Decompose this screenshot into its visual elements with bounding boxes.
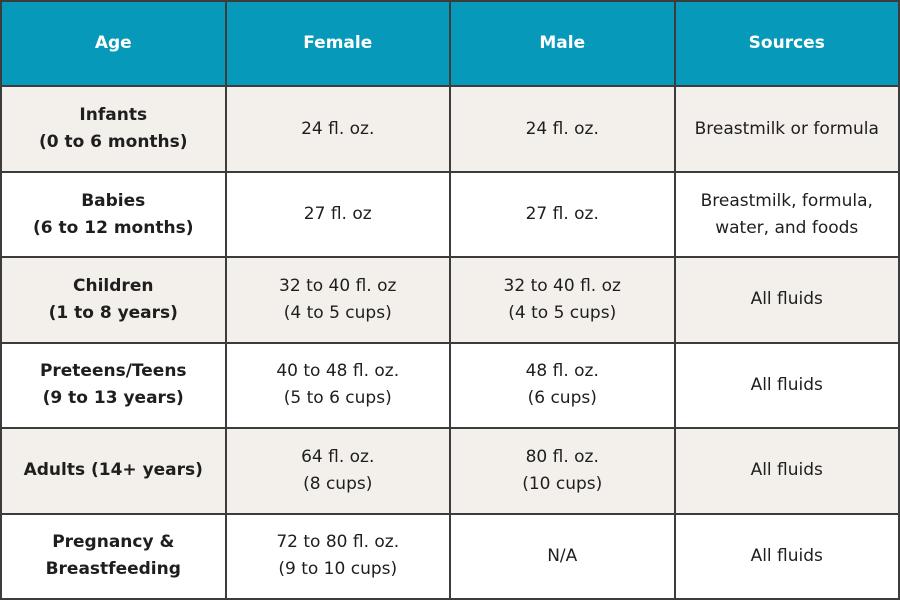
table-cell: 32 to 40 fl. oz (4 to 5 cups) [451, 258, 674, 342]
table-cell: All fluids [675, 258, 898, 342]
header-cell: Age [2, 2, 225, 86]
cell-text: (4 to 5 cups) [508, 302, 617, 323]
cell-text: (8 cups) [303, 473, 373, 494]
table-cell: Breastmilk or formula [675, 87, 898, 171]
cell-text: (9 to 10 cups) [278, 559, 398, 580]
table-cell: 80 fl. oz. (10 cups) [451, 429, 674, 513]
table-cell: 24 fl. oz. [226, 87, 449, 171]
table-cell: All fluids [675, 429, 898, 513]
cell-text: Adults (14+ years) [23, 460, 203, 481]
table-cell: 27 fl. oz. [451, 172, 674, 257]
cell-text: Pregnancy & [52, 532, 175, 553]
header-cell: Female [226, 2, 449, 86]
table-cell: Children (1 to 8 years) [2, 258, 225, 342]
table-cell: Pregnancy & Breastfeeding [2, 514, 225, 598]
cell-text: All fluids [750, 545, 823, 566]
header-text: Sources [748, 33, 825, 54]
cell-text: (1 to 8 years) [48, 302, 178, 323]
cell-text: 24 fl. oz. [525, 118, 599, 139]
header-text: Male [539, 33, 586, 54]
table-cell: 40 to 48 fl. oz. (5 to 6 cups) [226, 343, 449, 428]
table-cell: 48 fl. oz. (6 cups) [451, 343, 674, 428]
table-cell: All fluids [675, 514, 898, 598]
cell-text: 80 fl. oz. [525, 446, 599, 467]
cell-text: (0 to 6 months) [38, 132, 188, 153]
cell-text: 27 fl. oz. [525, 204, 599, 225]
cell-text: 24 fl. oz. [301, 118, 375, 139]
cell-text: 27 fl. oz [303, 204, 372, 225]
cell-text: Children [73, 275, 154, 296]
cell-text: (5 to 6 cups) [283, 388, 392, 409]
table-cell: 24 fl. oz. [451, 87, 674, 171]
cell-text: Breastmilk, formula, [700, 190, 873, 211]
table-cell: N/A [451, 514, 674, 598]
cell-text: 72 to 80 fl. oz. [276, 532, 400, 553]
cell-text: water, and foods [715, 217, 859, 238]
cell-text: Breastfeeding [45, 559, 181, 580]
cell-text: (10 cups) [522, 473, 603, 494]
header-cell: Sources [675, 2, 898, 86]
table-cell: Babies (6 to 12 months) [2, 172, 225, 257]
cell-text: N/A [547, 545, 578, 566]
header-text: Age [94, 33, 132, 54]
table-cell: 72 to 80 fl. oz. (9 to 10 cups) [226, 514, 449, 598]
table-cell: Breastmilk, formula, water, and foods [675, 172, 898, 257]
table-cell: Preteens/Teens (9 to 13 years) [2, 343, 225, 428]
cell-text: Babies [81, 190, 146, 211]
cell-text: All fluids [750, 374, 823, 395]
table-cell: Adults (14+ years) [2, 429, 225, 513]
cell-text: 40 to 48 fl. oz. [276, 361, 400, 382]
table-cell: All fluids [675, 343, 898, 428]
cell-text: 48 fl. oz. [525, 361, 599, 382]
table-cell: Infants (0 to 6 months) [2, 87, 225, 171]
cell-text: All fluids [750, 289, 823, 310]
cell-text: Infants [79, 105, 148, 126]
cell-text: (6 to 12 months) [33, 217, 194, 238]
cell-text: (9 to 13 years) [42, 388, 184, 409]
table-cell: 27 fl. oz [226, 172, 449, 257]
table-cell: 64 fl. oz. (8 cups) [226, 429, 449, 513]
cell-text: 64 fl. oz. [301, 446, 375, 467]
cell-text: (4 to 5 cups) [283, 302, 392, 323]
cell-text: Preteens/Teens [39, 361, 187, 382]
cell-text: All fluids [750, 460, 823, 481]
header-cell: Male [451, 2, 674, 86]
cell-text: Breastmilk or formula [694, 118, 879, 139]
table-cell: 32 to 40 fl. oz (4 to 5 cups) [226, 258, 449, 342]
cell-text: (6 cups) [527, 388, 597, 409]
header-text: Female [303, 33, 373, 54]
cell-text: 32 to 40 fl. oz [279, 275, 397, 296]
cell-text: 32 to 40 fl. oz [503, 275, 621, 296]
